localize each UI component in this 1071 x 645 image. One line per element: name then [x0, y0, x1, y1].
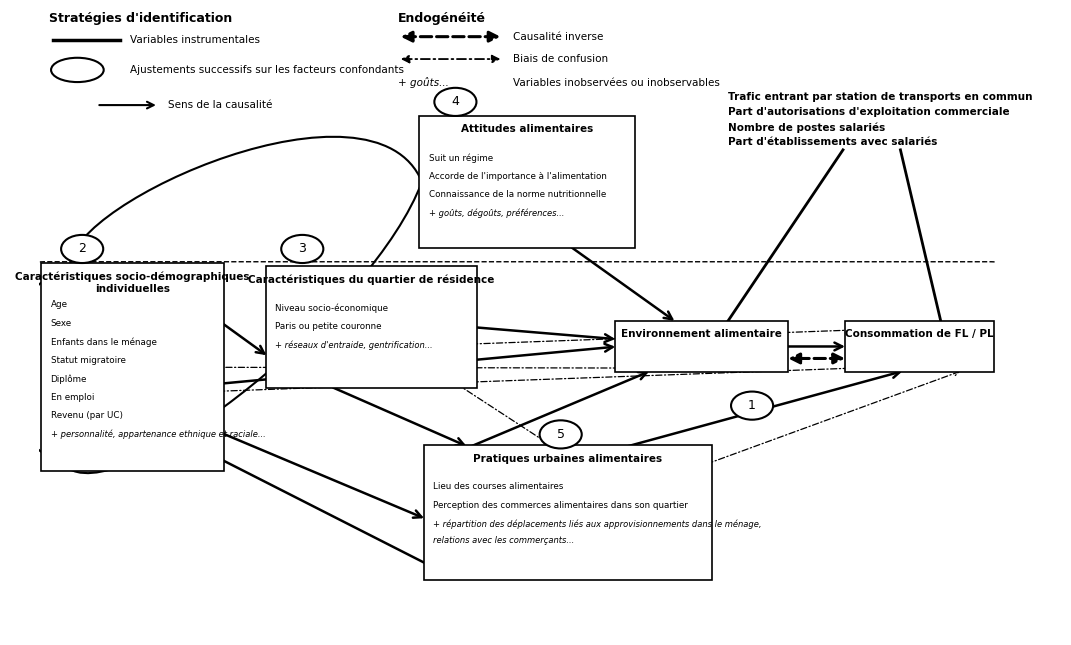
- Circle shape: [540, 421, 582, 448]
- Text: Causalité inverse: Causalité inverse: [513, 32, 603, 42]
- Text: Variables inobservées ou inobservables: Variables inobservées ou inobservables: [513, 77, 720, 88]
- Text: Accorde de l'importance à l'alimentation: Accorde de l'importance à l'alimentation: [428, 172, 606, 181]
- FancyBboxPatch shape: [419, 116, 635, 248]
- Text: 4: 4: [452, 95, 459, 108]
- Text: Connaissance de la norme nutritionnelle: Connaissance de la norme nutritionnelle: [428, 190, 606, 199]
- Text: Trafic entrant par station de transports en commun
Part d'autorisations d'exploi: Trafic entrant par station de transports…: [728, 92, 1032, 148]
- Text: Niveau socio-économique: Niveau socio-économique: [275, 303, 389, 313]
- Text: Endogénéité: Endogénéité: [398, 12, 486, 25]
- Text: 2: 2: [78, 243, 86, 255]
- Text: Ajustements successifs sur les facteurs confondants: Ajustements successifs sur les facteurs …: [130, 65, 404, 75]
- Text: Pratiques urbaines alimentaires: Pratiques urbaines alimentaires: [473, 453, 663, 464]
- Text: + personnalité, appartenance ethnique et raciale...: + personnalité, appartenance ethnique et…: [50, 430, 266, 439]
- FancyBboxPatch shape: [615, 321, 788, 372]
- FancyBboxPatch shape: [845, 321, 994, 372]
- Text: Environnement alimentaire: Environnement alimentaire: [621, 329, 782, 339]
- Text: 3: 3: [299, 243, 306, 255]
- Text: 5: 5: [557, 428, 564, 441]
- Text: Enfants dans le ménage: Enfants dans le ménage: [50, 337, 156, 347]
- Text: Stratégies d'identification: Stratégies d'identification: [48, 12, 232, 25]
- Text: + goûts, dégoûts, préférences...: + goûts, dégoûts, préférences...: [428, 209, 564, 218]
- Text: Caractéristiques socio-démographiques
individuelles: Caractéristiques socio-démographiques in…: [15, 272, 250, 294]
- FancyBboxPatch shape: [266, 266, 478, 388]
- Text: + répartition des déplacements liés aux approvisionnements dans le ménage,: + répartition des déplacements liés aux …: [434, 519, 761, 529]
- Text: Caractéristiques du quartier de résidence: Caractéristiques du quartier de résidenc…: [248, 275, 495, 285]
- Circle shape: [282, 235, 323, 263]
- Text: Statut migratoire: Statut migratoire: [50, 356, 125, 365]
- Text: Sens de la causalité: Sens de la causalité: [168, 100, 273, 110]
- Text: Attitudes alimentaires: Attitudes alimentaires: [461, 124, 593, 134]
- Text: Age: Age: [50, 300, 67, 309]
- Text: Perception des commerces alimentaires dans son quartier: Perception des commerces alimentaires da…: [434, 501, 689, 510]
- FancyBboxPatch shape: [424, 445, 712, 580]
- Text: Suit un régime: Suit un régime: [428, 153, 493, 163]
- Text: Variables instrumentales: Variables instrumentales: [130, 35, 260, 45]
- Text: Sexe: Sexe: [50, 319, 72, 328]
- Text: Consommation de FL / PL: Consommation de FL / PL: [845, 329, 994, 339]
- Text: Biais de confusion: Biais de confusion: [513, 54, 608, 64]
- Text: 1: 1: [749, 399, 756, 412]
- Text: Paris ou petite couronne: Paris ou petite couronne: [275, 322, 382, 331]
- Text: + réseaux d'entraide, gentrification...: + réseaux d'entraide, gentrification...: [275, 341, 433, 350]
- Text: + goûts...: + goûts...: [398, 77, 449, 88]
- FancyBboxPatch shape: [41, 263, 224, 471]
- Text: Lieu des courses alimentaires: Lieu des courses alimentaires: [434, 482, 563, 491]
- Text: En emploi: En emploi: [50, 393, 94, 402]
- Text: relations avec les commerçants...: relations avec les commerçants...: [434, 536, 575, 545]
- Text: Revenu (par UC): Revenu (par UC): [50, 412, 122, 421]
- Circle shape: [731, 392, 773, 420]
- Text: Diplôme: Diplôme: [50, 374, 87, 384]
- Circle shape: [61, 235, 103, 263]
- Circle shape: [435, 88, 477, 116]
